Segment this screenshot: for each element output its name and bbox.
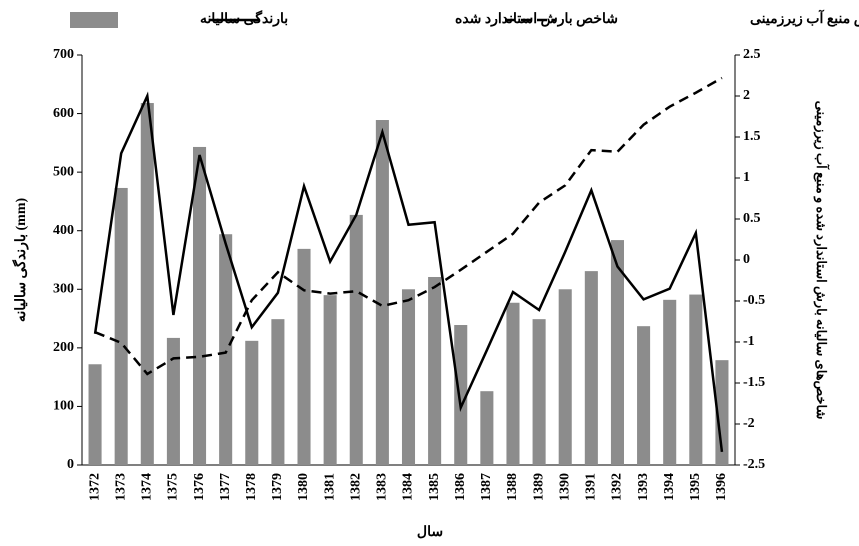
y2-tick-label: -0.5 [743,293,765,308]
x-tick-label: 1395 [688,473,703,501]
legend-label: شاخص بارش استاندارد شده [455,12,618,27]
x-tick-label: 1381 [322,473,337,501]
x-tick-label: 1372 [87,473,102,501]
x-tick-label: 1388 [505,473,520,501]
y-tick-label: 300 [53,282,74,297]
line [94,76,723,376]
x-tick-label: 1391 [584,473,599,501]
bar [349,214,363,465]
bar [663,299,677,465]
bar [584,271,598,465]
bar [219,234,233,465]
bar [140,103,154,466]
x-tick-label: 1375 [166,473,181,501]
x-tick-label: 1378 [244,473,259,501]
x-tick-label: 1394 [662,473,677,501]
bar [193,146,207,465]
bar [245,340,259,465]
y2-tick-label: -1.5 [743,375,765,390]
bar [271,319,285,465]
x-tick-label: 1386 [453,473,468,501]
x-tick-label: 1382 [348,473,363,501]
x-tick-label: 1380 [296,473,311,501]
y2-tick-label: 2.5 [743,47,761,62]
bar [715,360,729,465]
x-tick-label: 1396 [714,473,729,501]
bar [401,289,416,465]
bar [166,337,180,465]
y-tick-label: 100 [53,399,74,414]
bar [375,120,389,465]
y-tick-label: 500 [53,164,74,179]
y-tick-label: 200 [53,340,74,355]
bar [297,248,311,465]
bar [88,364,102,465]
bar [323,295,337,465]
x-tick-label: 1379 [270,473,285,501]
x-tick-label: 1373 [113,473,128,501]
y2-tick-label: 1.5 [743,129,761,144]
legend-label: شاخص منبع آب زیرزمینی [750,9,859,27]
legend-label: بارندگی سالیانه [200,10,288,27]
y-tick-label: 0 [67,457,74,472]
bar [506,302,520,465]
x-axis-label: سال [417,525,443,540]
y2-tick-label: -1 [743,334,755,349]
y2-tick-label: 0 [743,252,750,267]
bar [689,294,703,465]
y2-axis-label: شاخص‌های سالیانه بارش استاندارد شده و من… [813,101,830,420]
y2-tick-label: 2 [743,88,750,103]
bar [428,276,442,465]
bar [454,325,468,465]
x-tick-label: 1393 [636,473,651,501]
y2-tick-label: -2.5 [743,457,765,472]
y2-tick-label: -2 [743,416,755,431]
bar [558,289,572,465]
y-tick-label: 700 [53,47,74,62]
x-tick-label: 1390 [557,473,572,501]
y-tick-label: 400 [53,223,74,238]
x-tick-label: 1383 [375,473,390,501]
y-axis-label: بارندگی سالیانه (mm) [12,198,29,323]
x-tick-label: 1387 [479,473,494,501]
x-tick-label: 1389 [531,473,546,501]
line [93,91,724,453]
x-tick-label: 1376 [192,473,207,501]
bar [610,240,624,465]
bar [480,391,494,465]
x-tick-label: 1385 [427,473,442,501]
x-tick-label: 1377 [218,473,233,501]
y2-tick-label: 0.5 [743,211,761,226]
bar [114,187,128,465]
y-tick-label: 600 [53,106,74,121]
legend-swatch [70,12,118,28]
x-tick-label: 1384 [401,473,416,501]
x-tick-label: 1392 [610,473,625,501]
x-tick-label: 1374 [140,473,155,501]
bar [637,326,651,465]
bar [532,319,546,465]
y2-tick-label: 1 [743,170,750,185]
